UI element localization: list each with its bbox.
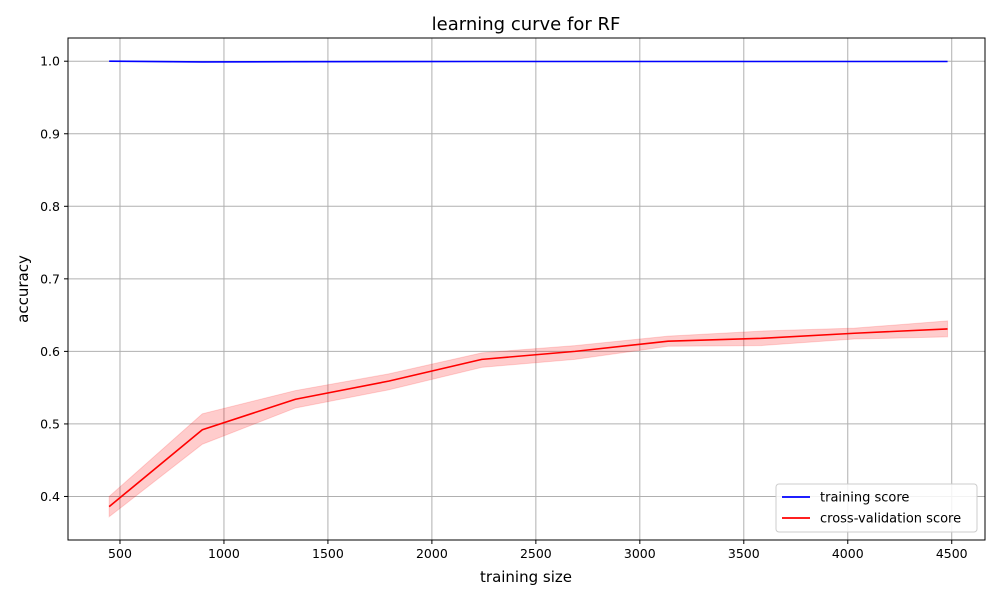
y-tick-label: 0.8 xyxy=(40,199,60,214)
axis-ticks: 500 1000 1500 2000 2500 3000 3500 4000 4500 0.4 0.… xyxy=(40,54,968,561)
series-lines xyxy=(108,60,948,508)
legend-label: cross-validation score xyxy=(820,512,961,527)
x-tick-label: 1500 xyxy=(312,546,344,561)
series-0-line xyxy=(109,60,948,63)
legend-label: training score xyxy=(820,491,909,506)
legend: training score cross-validation score xyxy=(775,483,978,533)
x-axis-title: training size xyxy=(480,568,572,586)
legend-box xyxy=(775,483,978,533)
x-tick-label: 1000 xyxy=(208,546,240,561)
x-tick-label: 3000 xyxy=(624,546,656,561)
x-tick-label: 4500 xyxy=(936,546,968,561)
y-tick-label: 1.0 xyxy=(40,54,60,69)
chart-title: learning curve for RF xyxy=(432,14,621,35)
x-tick-label: 2500 xyxy=(520,546,552,561)
series-1-band xyxy=(108,320,949,518)
y-tick-label: 0.6 xyxy=(40,344,60,359)
series-1-line xyxy=(108,328,948,508)
x-tick-label: 2000 xyxy=(416,546,448,561)
y-tick-label: 0.5 xyxy=(40,416,60,431)
x-tick-label: 3500 xyxy=(728,546,760,561)
x-tick-label: 500 xyxy=(108,546,132,561)
y-tick-label: 0.7 xyxy=(40,271,60,286)
plot-frame xyxy=(67,37,986,541)
x-tick-label: 4000 xyxy=(832,546,864,561)
y-axis-title: accuracy xyxy=(14,255,32,323)
y-tick-label: 0.9 xyxy=(40,126,60,141)
y-tick-label: 0.4 xyxy=(40,489,60,504)
